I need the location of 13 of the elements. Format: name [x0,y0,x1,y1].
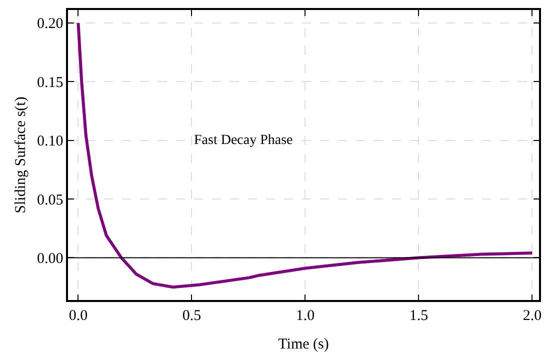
x-tick-label: 0.0 [68,308,88,324]
x-tick-label: 2.0 [522,308,542,324]
x-tick-label: 1.0 [296,308,315,324]
x-axis-title: Time (s) [278,336,329,352]
y-axis-title: Sliding Surface s(t) [12,96,29,214]
y-tick-label: 0.20 [37,16,64,32]
y-tick-label: 0.00 [37,250,64,267]
annotation: Fast Decay Phase [194,133,293,148]
y-tick-label: 0.05 [37,192,64,208]
x-tick-label: 0.5 [182,308,202,324]
y-tick-label: 0.15 [37,74,64,91]
x-tick-label: 1.5 [409,308,428,324]
y-tick-label: 0.10 [37,134,64,150]
